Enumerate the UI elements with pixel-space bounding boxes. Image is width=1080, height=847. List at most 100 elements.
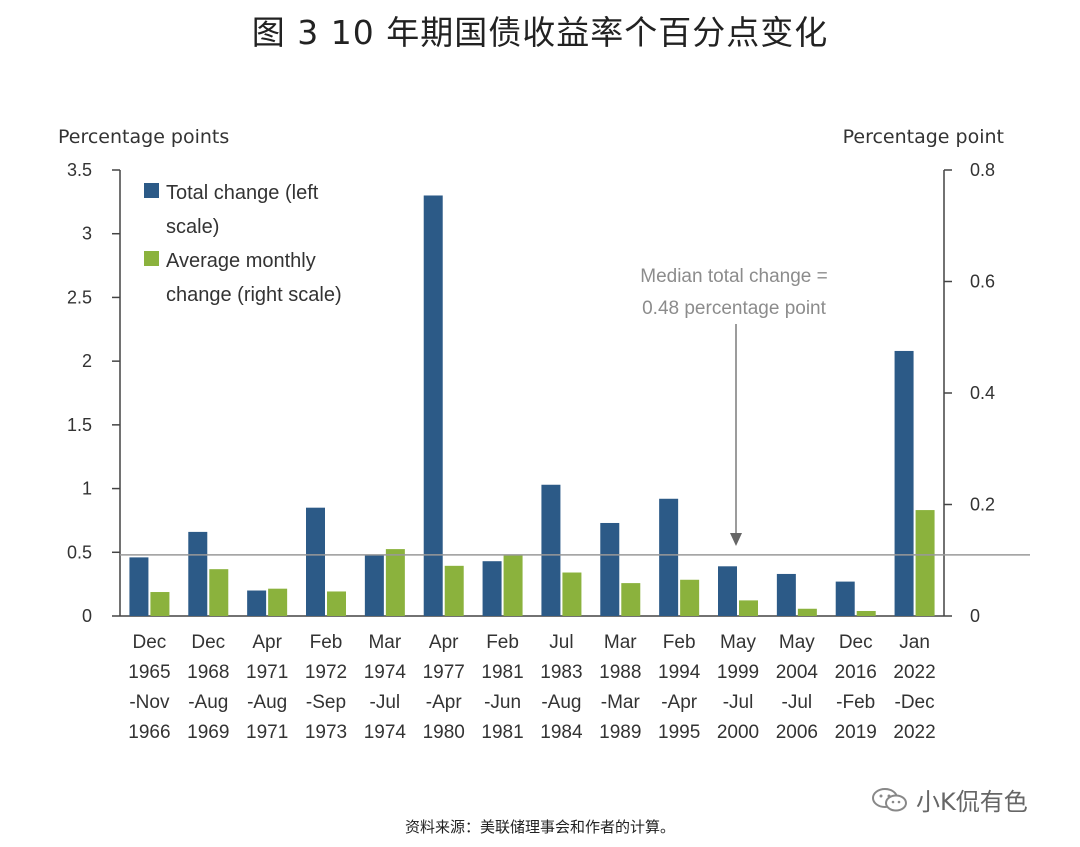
right-tick-label: 0.4 [970,383,995,403]
x-tick-label: May [779,632,815,653]
x-tick-label: Dec [839,632,873,653]
average-monthly-bar [209,569,229,616]
right-tick-label: 0.8 [970,160,995,180]
total-change-bar [541,484,561,616]
wechat-icon [872,787,907,811]
watermark: 小K侃有色 [870,782,1028,817]
x-tick-label: -Apr [661,692,698,713]
left-tick-label: 2 [82,351,92,371]
left-tick-label: 1.5 [67,415,92,435]
left-tick-label: 2.5 [67,287,92,307]
x-tick-label: -Mar [601,692,641,713]
x-tick-label: 1988 [599,662,641,683]
average-monthly-bar [444,565,464,616]
median-annotation: Median total change = [640,266,828,287]
average-monthly-bar [385,549,405,616]
legend-label: change (right scale) [166,284,342,306]
legend-label: scale) [166,216,219,238]
left-tick-label: 3.5 [67,160,92,180]
watermark-text: 小K侃有色 [916,788,1028,816]
total-change-bar [835,581,855,616]
x-tick-label: 1977 [423,662,465,683]
left-tick-label: 3 [82,224,92,244]
x-tick-label: 2006 [776,722,818,743]
average-monthly-bar [739,600,758,616]
total-change-bar [188,531,208,616]
total-change-bar [718,566,737,616]
x-tick-label: -Feb [836,692,875,713]
x-tick-label: 2022 [893,662,935,683]
right-tick-label: 0.6 [970,272,995,292]
x-tick-label: 1984 [540,722,583,743]
total-change-bar [776,573,796,616]
x-tick-label: 1969 [187,722,229,743]
x-tick-label: 2019 [835,722,877,743]
legend-label: Total change (left [166,182,319,204]
total-change-bar [423,195,443,616]
x-tick-label: Jan [899,632,930,653]
average-monthly-bar [562,572,582,616]
left-tick-label: 1 [82,479,92,499]
x-tick-label: 1965 [128,662,170,683]
x-tick-label: 2004 [776,662,819,683]
x-tick-label: -Dec [895,692,935,713]
average-monthly-bar [150,592,170,616]
x-tick-label: 2000 [717,722,759,743]
average-monthly-bar [915,510,935,616]
x-tick-label: -Jul [782,692,813,713]
left-tick-label: 0 [82,606,92,626]
median-annotation: 0.48 percentage point [642,298,827,319]
x-tick-label: Feb [486,632,519,653]
x-tick-label: 1981 [481,722,523,743]
x-tick-label: Apr [429,632,459,653]
x-tick-label: -Aug [541,692,581,713]
average-monthly-bar [680,579,700,616]
x-tick-label: 1989 [599,722,641,743]
x-tick-label: Dec [133,632,167,653]
total-change-bar [482,561,502,616]
total-change-bar [600,522,620,616]
x-tick-label: 1983 [540,662,582,683]
annotation-arrowhead [730,533,742,546]
average-monthly-bar [268,588,288,616]
x-tick-label: Feb [310,632,343,653]
total-change-bar [364,554,384,616]
bar-chart: 0 0.5 1 1.5 2 2.5 3 3.5 0 0.2 0.4 0.6 0.8 Dec 1965 -Nov… [67,160,1030,743]
x-tick-label: -Nov [129,692,170,713]
x-tick-label: 1994 [658,662,701,683]
x-tick-label: -Jul [370,692,401,713]
x-tick-label: -Aug [247,692,287,713]
x-tick-label: 1999 [717,662,759,683]
right-tick-label: 0.2 [970,495,995,515]
legend-swatch [144,251,159,266]
x-tick-label: 2016 [835,662,877,683]
x-tick-label: Jul [549,632,573,653]
x-tick-label: 1972 [305,662,347,683]
x-tick-label: Mar [604,632,637,653]
x-tick-label: Feb [663,632,696,653]
right-axis-title: Percentage point [842,126,1004,148]
x-tick-label: 1966 [128,722,170,743]
average-monthly-bar [327,591,346,616]
average-monthly-bar [856,610,876,616]
x-tick-label: Dec [191,632,225,653]
x-tick-label: 1968 [187,662,229,683]
left-axis-title: Percentage points [58,126,230,148]
x-tick-label: Apr [252,632,282,653]
x-tick-label: 1995 [658,722,700,743]
x-tick-label: 1974 [364,722,407,743]
source-note: 资料来源：美联储理事会和作者的计算。 [404,818,675,836]
x-tick-label: May [720,632,756,653]
average-monthly-bar [797,608,817,616]
legend-label: Average monthly [166,250,316,272]
x-tick-label: -Jun [484,692,521,713]
total-change-bar [247,590,267,616]
x-tick-label: 1980 [423,722,465,743]
average-monthly-bar [503,554,523,616]
total-change-bar [659,498,679,616]
x-tick-label: 2022 [893,722,935,743]
average-monthly-bar [621,583,641,616]
left-tick-label: 0.5 [67,542,92,562]
x-tick-label: -Apr [426,692,463,713]
page-title: 图 3 10 年期国债收益率个百分点变化 [251,13,829,52]
